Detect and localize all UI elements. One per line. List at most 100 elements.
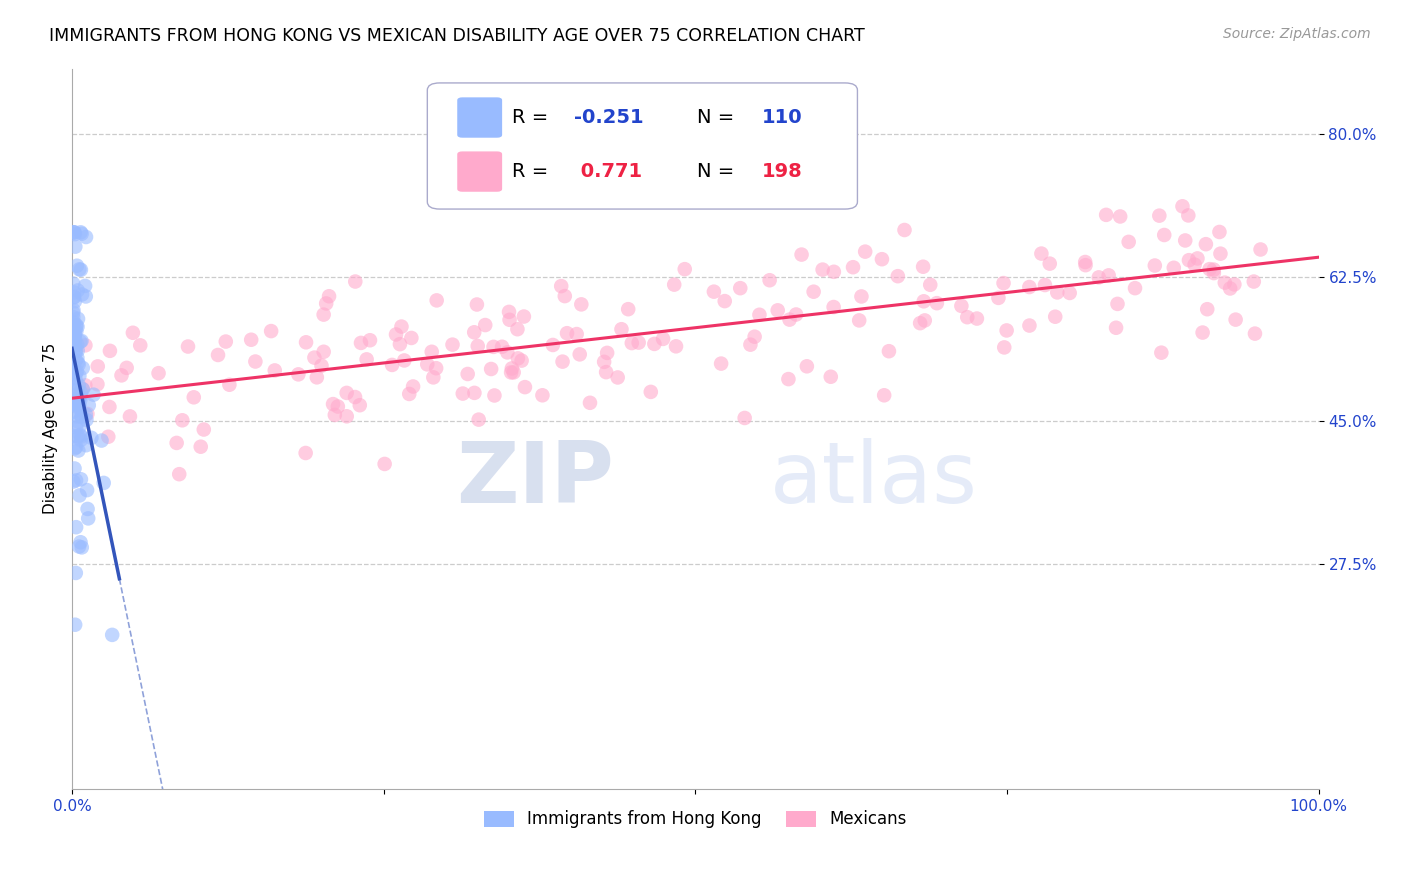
Point [65,367,87,381]
Text: Source: ZipAtlas.com: Source: ZipAtlas.com [1223,27,1371,41]
Point [172,413,194,427]
Point [502,365,524,379]
Point [344,275,367,289]
Point [63,332,86,346]
Text: R =: R = [512,162,554,181]
Point [510,353,533,368]
Point [318,289,340,303]
Point [65,324,87,338]
Point [69,428,91,442]
Point [823,265,845,279]
Point [870,252,893,267]
Point [790,247,813,261]
Point [66,387,89,401]
Point [75,438,97,452]
Point [398,387,420,401]
Point [627,335,650,350]
Point [1039,257,1062,271]
Point [98,400,121,414]
Point [122,326,145,340]
Point [873,388,896,402]
Point [304,351,326,365]
Text: atlas: atlas [770,438,979,521]
Point [312,344,335,359]
Point [1174,234,1197,248]
Point [63,461,86,475]
Point [1219,281,1241,295]
Point [62,225,84,239]
Point [183,390,205,404]
Point [1198,262,1220,277]
Point [63,617,86,632]
Point [190,440,212,454]
Point [62,225,84,239]
Point [908,316,931,330]
Point [295,335,318,350]
Point [811,262,834,277]
Point [467,339,489,353]
Point [381,358,404,372]
Point [1143,259,1166,273]
Point [66,356,89,370]
Point [388,337,411,351]
Point [550,279,572,293]
Text: N =: N = [696,108,740,127]
Point [606,370,628,384]
Point [62,306,84,320]
Point [579,396,602,410]
Point [69,433,91,447]
Point [925,296,948,310]
Point [914,313,936,327]
Point [1074,255,1097,269]
Point [501,366,523,380]
Point [67,391,90,405]
Point [65,520,87,534]
Point [67,420,90,434]
Point [1250,243,1272,257]
Point [65,383,87,397]
Point [987,291,1010,305]
Point [67,378,90,392]
Point [569,297,592,311]
Point [385,327,408,342]
Point [72,382,94,396]
Point [467,412,489,426]
Point [118,409,141,424]
Text: 0.771: 0.771 [575,162,643,181]
Point [65,319,87,334]
Point [67,368,90,383]
Point [541,338,564,352]
Point [950,299,973,313]
Point [823,300,845,314]
Point [912,260,935,274]
Point [260,324,283,338]
Point [62,359,84,373]
Point [75,408,97,422]
Point [848,313,870,327]
Point [90,434,112,448]
Point [554,289,576,303]
Point [67,311,90,326]
FancyBboxPatch shape [457,97,502,137]
Point [326,400,349,414]
Point [93,475,115,490]
Point [193,423,215,437]
Point [640,384,662,399]
Point [87,359,110,374]
Point [62,277,84,291]
Point [86,377,108,392]
Point [65,566,87,580]
Point [63,227,86,242]
Point [491,340,513,354]
Point [643,337,665,351]
Point [401,331,423,345]
Point [101,628,124,642]
Point [245,354,267,368]
Point [70,429,93,443]
Point [402,379,425,393]
Point [83,387,105,401]
Point [215,334,238,349]
Point [673,262,696,277]
Text: R =: R = [512,108,554,127]
Point [67,415,90,429]
